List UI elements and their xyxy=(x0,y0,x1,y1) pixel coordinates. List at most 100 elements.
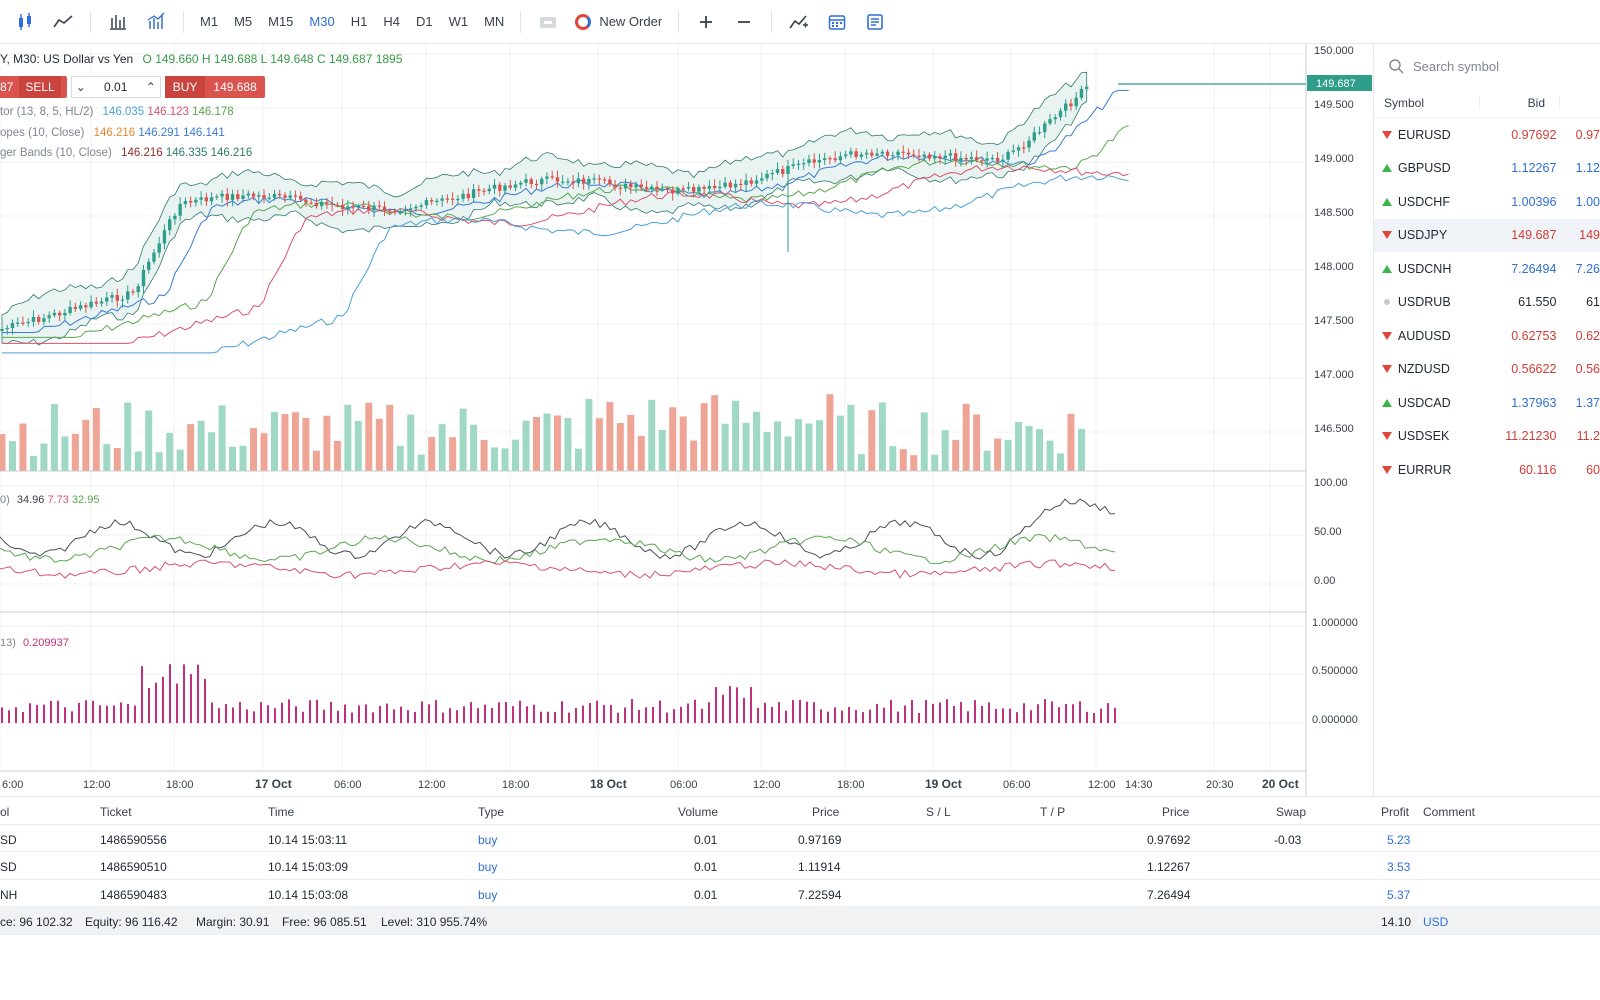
header-time[interactable]: Time xyxy=(268,805,295,819)
symbol-name: USDCNH xyxy=(1397,261,1452,276)
stochastic-legend[interactable]: 0) 34.96 7.73 32.95 xyxy=(0,494,99,506)
price-tick: 150.000 xyxy=(1314,45,1354,57)
header-profit[interactable]: Profit xyxy=(1381,805,1410,819)
candle-body xyxy=(1079,88,1084,98)
timeframe-d1[interactable]: D1 xyxy=(415,13,433,29)
dot-icon xyxy=(1380,298,1394,306)
header-tp[interactable]: T / P xyxy=(1040,805,1066,819)
cell-symbol: SD xyxy=(0,832,17,847)
price-chart[interactable]: 150.000 149.500 149.000 148.500 148.000 … xyxy=(0,44,1372,796)
volume-decrease-icon[interactable]: ⌄ xyxy=(75,80,86,94)
header-current-price[interactable]: Price xyxy=(1162,805,1190,819)
candle-body xyxy=(843,154,848,157)
candle-body xyxy=(52,312,57,316)
header-volume[interactable]: Volume xyxy=(678,805,719,819)
symbol-name: EURRUR xyxy=(1397,462,1452,477)
zoom-out-icon[interactable] xyxy=(731,9,757,35)
volume-bar xyxy=(1067,413,1075,471)
line-chart-icon[interactable] xyxy=(50,9,76,35)
candle-body xyxy=(597,178,602,180)
indicator-legend-envelopes[interactable]: opes (10, Close) 146.216 146.291 146.141 xyxy=(0,127,225,139)
candle-body xyxy=(126,291,130,300)
candle-body xyxy=(445,198,450,200)
indicator-legend-alligator[interactable]: tor (13, 8, 5, HL/2) 146.035 146.123 146… xyxy=(0,106,234,118)
zoom-in-icon[interactable] xyxy=(693,9,719,35)
table-row[interactable]: SD 1486590510 10.14 15:03:09 buy 0.01 1.11914… xyxy=(0,852,1600,880)
volume-bar xyxy=(197,420,205,471)
watchlist-row-usdcnh[interactable]: USDCNH 7.26494 7.26 xyxy=(1374,252,1600,286)
volume-value[interactable]: 0.01 xyxy=(104,80,128,94)
column-symbol[interactable]: Symbol xyxy=(1374,95,1480,110)
watchlist-row-usdsek[interactable]: USDSEK 11.21230 11.2 xyxy=(1374,420,1600,454)
cell-price: 0.97169 xyxy=(798,832,842,847)
journal-icon[interactable] xyxy=(862,9,888,35)
header-swap[interactable]: Swap xyxy=(1276,805,1307,819)
volume-bar xyxy=(941,430,949,471)
price-tick: 149.500 xyxy=(1314,99,1354,111)
stochastic-value: 7.73 xyxy=(47,494,69,506)
timeframe-m1[interactable]: M1 xyxy=(200,13,219,29)
new-order-button[interactable]: New Order xyxy=(567,13,670,30)
watchlist-row-usdjpy[interactable]: USDJPY 149.687 149 xyxy=(1374,218,1600,252)
volume-increase-icon[interactable]: ⌃ xyxy=(145,80,156,94)
watchlist-row-nzdusd[interactable]: NZDUSD 0.56622 0.56 xyxy=(1374,353,1600,387)
symbol-name: USDSEK xyxy=(1397,429,1450,444)
timeframe-m30[interactable]: M30 xyxy=(309,13,335,29)
symbol-search[interactable]: Search symbol xyxy=(1374,44,1600,88)
cell-type: buy xyxy=(478,887,498,902)
candle-body xyxy=(466,193,471,199)
timeframe-w1[interactable]: W1 xyxy=(448,13,469,29)
table-row[interactable]: SD 1486590556 10.14 15:03:11 buy 0.01 0.97169… xyxy=(0,825,1600,852)
candle-body xyxy=(361,205,366,208)
table-row[interactable]: NH 1486590483 10.14 15:03:08 buy 0.01 7.22594… xyxy=(0,880,1600,907)
timeframe-h1[interactable]: H1 xyxy=(350,13,368,29)
search-input[interactable]: Search symbol xyxy=(1413,58,1499,74)
watchlist-row-usdcad[interactable]: USDCAD 1.37963 1.37 xyxy=(1374,386,1600,420)
header-comment[interactable]: Comment xyxy=(1423,805,1476,819)
column-bid[interactable]: Bid xyxy=(1480,95,1560,110)
timeframe-m5[interactable]: M5 xyxy=(234,13,253,29)
indicator-legend-bollinger[interactable]: ger Bands (10, Close) 146.216 146.335 14… xyxy=(0,147,252,159)
timeframe-m15[interactable]: M15 xyxy=(268,13,294,29)
candle-body xyxy=(964,157,968,160)
price-axis[interactable]: 150.000 149.500 149.000 148.500 148.000 … xyxy=(1312,45,1358,726)
time-axis[interactable]: 6:00 12:00 18:00 17 Oct 06:00 12:00 18:00 18 Oc… xyxy=(2,777,1299,791)
volume-bar xyxy=(480,439,488,471)
header-symbol[interactable]: ol xyxy=(0,805,10,819)
volume-bar xyxy=(532,417,540,471)
timeframe-mn[interactable]: MN xyxy=(484,13,505,29)
candle-body xyxy=(896,151,900,156)
watchlist-row-eurusd[interactable]: EURUSD 0.97692 0.97 xyxy=(1374,118,1600,152)
candle-body xyxy=(781,169,785,174)
calendar-icon[interactable] xyxy=(824,9,850,35)
candle-body xyxy=(262,195,266,199)
candlestick-chart-icon[interactable] xyxy=(12,9,38,35)
header-sl[interactable]: S / L xyxy=(926,805,951,819)
time-tick: 6:00 xyxy=(2,779,23,791)
sell-button[interactable]: 87 SELL xyxy=(0,76,67,98)
watchlist-row-audusd[interactable]: AUDUSD 0.62753 0.62 xyxy=(1374,319,1600,353)
watchlist-row-gbpusd[interactable]: GBPUSD 1.12267 1.12 xyxy=(1374,152,1600,186)
volume-bar xyxy=(805,423,813,471)
candle-body xyxy=(21,322,25,324)
watchlist-row-usdrub[interactable]: USDRUB 61.550 61 xyxy=(1374,286,1600,320)
header-price[interactable]: Price xyxy=(812,805,840,819)
indicators-icon[interactable] xyxy=(143,9,169,35)
volume-bar xyxy=(449,437,457,471)
header-ticket[interactable]: Ticket xyxy=(100,805,132,819)
price-tick: 148.000 xyxy=(1314,261,1354,273)
current-price-label: 149.687 xyxy=(1316,78,1356,90)
candle-body xyxy=(833,158,837,161)
atr-legend[interactable]: 13) 0.209937 xyxy=(0,637,69,649)
indicator-add-icon[interactable] xyxy=(786,9,812,35)
header-type[interactable]: Type xyxy=(478,805,505,819)
buy-button[interactable]: BUY 149.688 xyxy=(164,76,265,98)
volume-stepper[interactable]: ⌄ 0.01 ⌃ xyxy=(70,76,161,98)
watchlist-row-usdchf[interactable]: USDCHF 1.00396 1.00 xyxy=(1374,185,1600,219)
bar-chart-icon[interactable] xyxy=(105,9,131,35)
one-click-trading-icon[interactable] xyxy=(535,9,561,35)
candle-body xyxy=(183,201,188,204)
candle-body xyxy=(1048,119,1052,124)
timeframe-h4[interactable]: H4 xyxy=(383,13,400,29)
watchlist-row-eurrur[interactable]: EURRUR 60.116 60 xyxy=(1374,453,1600,487)
